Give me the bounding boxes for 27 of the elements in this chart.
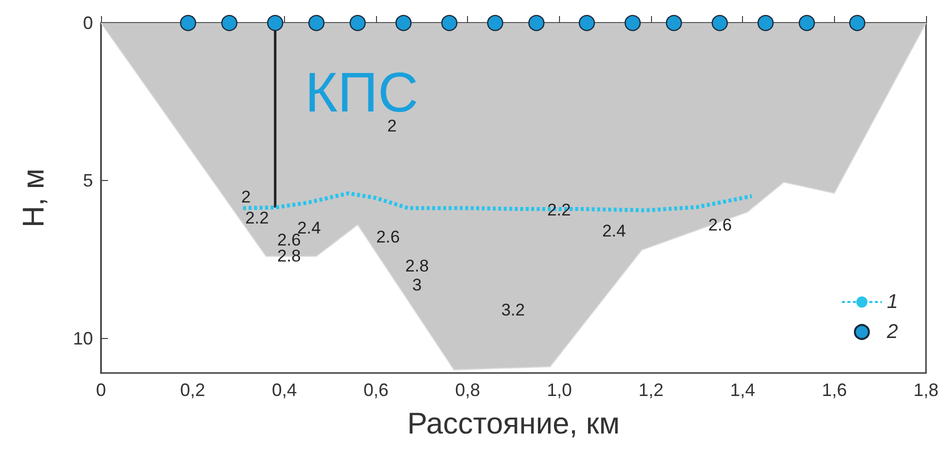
x-tick-label: 1,8: [913, 380, 939, 400]
x-tick-label: 0,2: [180, 380, 206, 400]
x-axis-title: Расстояние, км: [407, 408, 620, 440]
annotation: 2.6: [376, 228, 400, 246]
annotation: 2: [241, 188, 251, 206]
annotation: 2.2: [547, 200, 571, 220]
y-tick-label: 0: [82, 13, 93, 33]
annotation: 2.8: [405, 256, 429, 276]
x-tick-label: 1,6: [822, 380, 847, 400]
x-tick-label: 0,4: [272, 380, 297, 400]
annotation: 3.2: [501, 300, 525, 320]
legend-label: 1: [886, 291, 898, 313]
y-axis-title: H, м: [18, 168, 50, 228]
annotation: 2.4: [602, 222, 626, 240]
annotation: 3: [412, 276, 422, 294]
x-tick-label: 0: [96, 380, 106, 400]
x-tick-label: 0,6: [363, 380, 389, 400]
x-tick-label: 1,0: [546, 380, 572, 400]
x-tick-label: 1,2: [638, 380, 664, 400]
annotation: 2.8: [277, 246, 301, 266]
x-tick-label: 1,4: [730, 380, 756, 400]
y-tick-label: 5: [82, 170, 93, 191]
y-tick-label: 10: [72, 328, 93, 348]
legend-label: 2: [886, 321, 898, 343]
annotation: 2.6: [708, 216, 732, 234]
annotation: 2.2: [245, 208, 269, 228]
x-tick-label: 0,8: [455, 380, 480, 400]
